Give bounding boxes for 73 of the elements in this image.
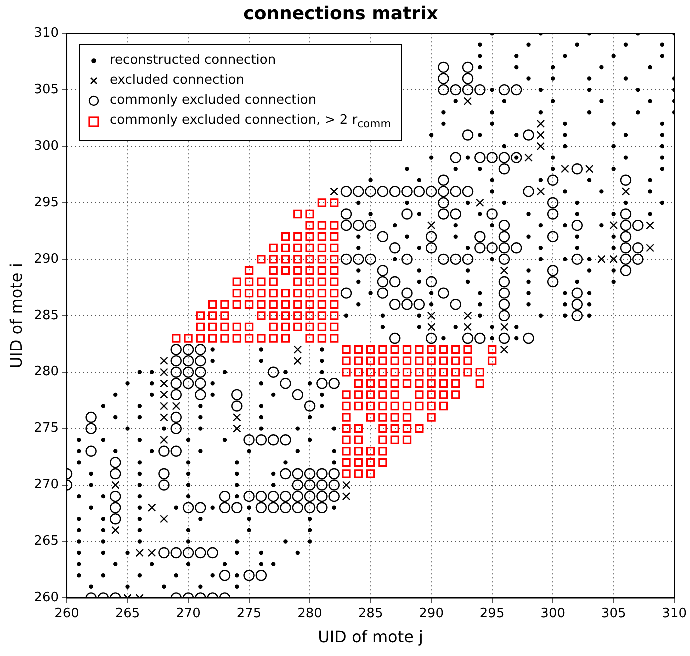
point xyxy=(598,255,606,264)
point xyxy=(160,436,168,444)
point xyxy=(136,548,144,558)
point xyxy=(536,131,546,140)
point xyxy=(342,492,351,501)
point xyxy=(536,142,546,151)
point xyxy=(160,413,168,422)
chart-title: connections matrix xyxy=(244,3,439,24)
point xyxy=(464,323,472,332)
x-tick-label: 280 xyxy=(298,606,322,622)
point xyxy=(561,164,570,174)
y-tick-label: 285 xyxy=(34,308,60,324)
y-tick-label: 300 xyxy=(34,138,60,154)
point xyxy=(427,221,436,230)
legend-label: excluded connection xyxy=(110,72,244,90)
point xyxy=(111,526,120,535)
point xyxy=(464,97,472,106)
x-tick-label: 300 xyxy=(540,606,566,622)
point xyxy=(464,312,472,320)
point xyxy=(342,481,351,490)
point xyxy=(294,356,302,366)
point xyxy=(172,402,181,410)
point xyxy=(646,221,654,230)
point xyxy=(160,356,168,366)
y-tick-label: 265 xyxy=(34,534,60,550)
point xyxy=(294,346,302,354)
point xyxy=(500,266,509,275)
y-tick-label: 290 xyxy=(34,252,60,267)
x-tick-label: 305 xyxy=(601,606,626,622)
y-tick-label: 275 xyxy=(34,421,60,436)
y-tick-label: 310 xyxy=(34,26,60,41)
point xyxy=(500,346,509,354)
y-tick-label: 280 xyxy=(34,364,60,380)
point xyxy=(427,312,436,320)
point xyxy=(160,402,168,410)
point xyxy=(427,323,436,332)
point xyxy=(536,188,546,196)
point xyxy=(646,244,654,252)
x-tick-label: 285 xyxy=(358,606,384,622)
y-tick-label: 260 xyxy=(34,590,60,606)
legend-label: commonly excluded connection, > 2 r$_{comm}$ xyxy=(110,112,392,132)
point xyxy=(111,481,120,490)
x-tick-label: 295 xyxy=(480,606,505,622)
point xyxy=(160,515,168,524)
y-tick-label: 295 xyxy=(34,195,60,210)
x-tick-label: 260 xyxy=(54,606,80,622)
point xyxy=(585,164,594,174)
point xyxy=(233,413,242,422)
point xyxy=(536,120,546,128)
point xyxy=(610,255,618,264)
x-tick-label: 275 xyxy=(236,606,262,622)
point xyxy=(148,548,156,558)
point xyxy=(160,380,168,388)
point xyxy=(233,424,242,433)
y-tick-label: 305 xyxy=(34,82,60,98)
point xyxy=(160,390,168,400)
point xyxy=(330,188,338,196)
legend-label: reconstructed connection xyxy=(110,52,276,70)
x-tick-label: 265 xyxy=(115,606,140,622)
x-tick-label: 290 xyxy=(419,606,444,622)
point xyxy=(160,368,168,376)
y-tick-label: 270 xyxy=(34,478,60,493)
point xyxy=(500,323,509,332)
x-tick-label: 270 xyxy=(176,606,201,622)
point xyxy=(148,504,156,512)
legend-label: commonly excluded connection xyxy=(110,92,317,110)
point xyxy=(476,198,484,208)
y-axis-title: UID of mote i xyxy=(6,263,26,369)
point xyxy=(610,221,618,230)
point xyxy=(622,188,630,196)
point xyxy=(524,154,533,162)
x-tick-label: 310 xyxy=(662,606,688,622)
x-axis-title: UID of mote j xyxy=(318,628,424,647)
